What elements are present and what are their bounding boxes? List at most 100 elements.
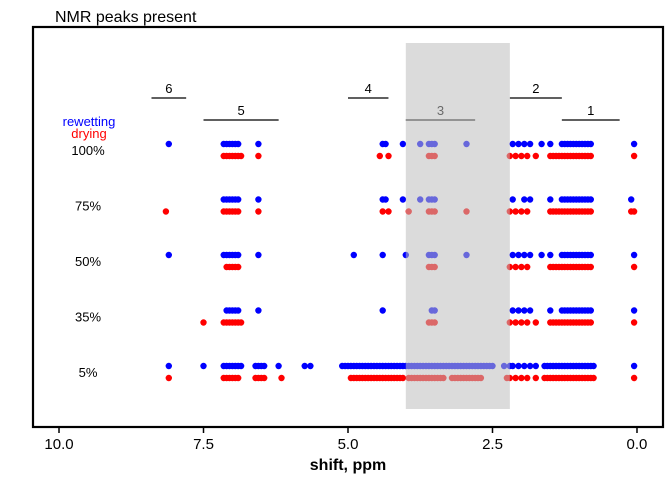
- data-point-rewetting: [521, 307, 528, 314]
- data-point-rewetting: [235, 307, 242, 314]
- data-point-rewetting: [590, 362, 597, 370]
- data-point-drying: [200, 319, 207, 326]
- data-point-drying: [587, 263, 594, 271]
- data-point-rewetting: [515, 251, 522, 259]
- data-point-rewetting: [521, 362, 528, 370]
- shaded-band: [405, 43, 510, 409]
- data-point-rewetting: [399, 140, 407, 148]
- data-point-rewetting: [235, 251, 242, 259]
- x-axis-label: shift, ppm: [310, 457, 386, 474]
- x-tick-label: 7.5: [193, 436, 214, 453]
- data-point-drying: [385, 208, 392, 215]
- x-tick-label: 0.0: [627, 436, 648, 453]
- data-point-rewetting: [526, 362, 534, 370]
- level-label: 75%: [75, 199, 101, 214]
- data-point-drying: [518, 152, 525, 160]
- data-point-rewetting: [526, 140, 534, 148]
- data-point-drying: [524, 374, 531, 382]
- shaded-region: [405, 43, 510, 409]
- data-point-rewetting: [382, 196, 389, 203]
- data-point-rewetting: [255, 140, 262, 148]
- data-points: [162, 140, 638, 382]
- data-point-drying: [237, 152, 245, 160]
- data-point-drying: [587, 208, 594, 215]
- data-point-rewetting: [630, 307, 638, 314]
- region-label-4: 4: [365, 81, 372, 96]
- data-point-rewetting: [538, 251, 545, 259]
- data-point-rewetting: [275, 362, 282, 370]
- data-point-drying: [524, 152, 531, 160]
- x-tick-label: 10.0: [44, 436, 73, 453]
- data-point-rewetting: [532, 362, 539, 370]
- data-point-rewetting: [509, 140, 516, 148]
- data-point-drying: [278, 374, 285, 382]
- data-point-drying: [235, 208, 242, 215]
- data-point-drying: [512, 374, 519, 382]
- data-point-rewetting: [630, 362, 638, 370]
- data-point-drying: [587, 319, 594, 326]
- data-point-rewetting: [200, 362, 207, 370]
- data-point-drying: [235, 263, 242, 271]
- data-point-rewetting: [521, 251, 528, 259]
- data-point-drying: [255, 208, 262, 215]
- data-point-drying: [518, 208, 525, 215]
- data-point-drying: [399, 374, 407, 382]
- data-point-rewetting: [165, 362, 172, 370]
- data-point-drying: [518, 374, 525, 382]
- data-point-rewetting: [255, 196, 262, 203]
- data-point-rewetting: [382, 140, 389, 148]
- data-point-drying: [630, 152, 638, 160]
- data-point-drying: [518, 319, 525, 326]
- data-point-rewetting: [630, 140, 638, 148]
- data-point-rewetting: [301, 362, 308, 370]
- data-point-rewetting: [515, 307, 522, 314]
- data-point-drying: [630, 319, 638, 326]
- data-point-drying: [376, 152, 383, 160]
- legend-entry-rewetting: rewetting: [63, 114, 116, 129]
- region-label-2: 2: [532, 81, 539, 96]
- data-point-drying: [261, 374, 268, 382]
- data-point-rewetting: [547, 307, 554, 314]
- data-point-rewetting: [235, 196, 242, 203]
- data-point-rewetting: [379, 251, 386, 259]
- region-brackets: 654321: [151, 81, 620, 121]
- data-point-drying: [532, 374, 539, 382]
- data-point-drying: [235, 374, 242, 382]
- data-point-rewetting: [526, 307, 534, 314]
- data-point-rewetting: [587, 196, 594, 203]
- data-point-drying: [379, 208, 386, 215]
- data-point-rewetting: [587, 307, 594, 314]
- data-point-rewetting: [526, 196, 534, 203]
- level-labels: 100% 75% 50% 35% 5%: [71, 143, 105, 380]
- data-point-rewetting: [235, 140, 242, 148]
- data-point-rewetting: [547, 196, 554, 203]
- data-point-rewetting: [261, 362, 268, 370]
- data-point-rewetting: [547, 251, 554, 259]
- data-point-drying: [590, 374, 597, 382]
- x-tick-label: 2.5: [482, 436, 503, 453]
- data-point-rewetting: [165, 140, 172, 148]
- data-point-rewetting: [630, 251, 638, 259]
- data-point-rewetting: [307, 362, 314, 370]
- chart-title: NMR peaks present: [55, 9, 197, 26]
- data-point-drying: [512, 319, 519, 326]
- data-point-rewetting: [587, 140, 594, 148]
- data-point-rewetting: [509, 251, 516, 259]
- data-point-rewetting: [237, 362, 245, 370]
- data-point-drying: [512, 263, 519, 271]
- x-tick-label: 5.0: [338, 436, 359, 453]
- region-label-6: 6: [165, 81, 172, 96]
- data-point-rewetting: [538, 140, 545, 148]
- data-point-rewetting: [255, 251, 262, 259]
- data-point-rewetting: [379, 307, 386, 314]
- level-label: 35%: [75, 310, 101, 325]
- x-axis: 10.0 7.5 5.0 2.5 0.0: [44, 427, 647, 453]
- legend-entry-drying: drying: [71, 126, 106, 141]
- data-point-drying: [518, 263, 525, 271]
- data-point-drying: [237, 319, 245, 326]
- data-point-drying: [630, 263, 638, 271]
- data-point-drying: [512, 152, 519, 160]
- data-point-rewetting: [628, 196, 635, 203]
